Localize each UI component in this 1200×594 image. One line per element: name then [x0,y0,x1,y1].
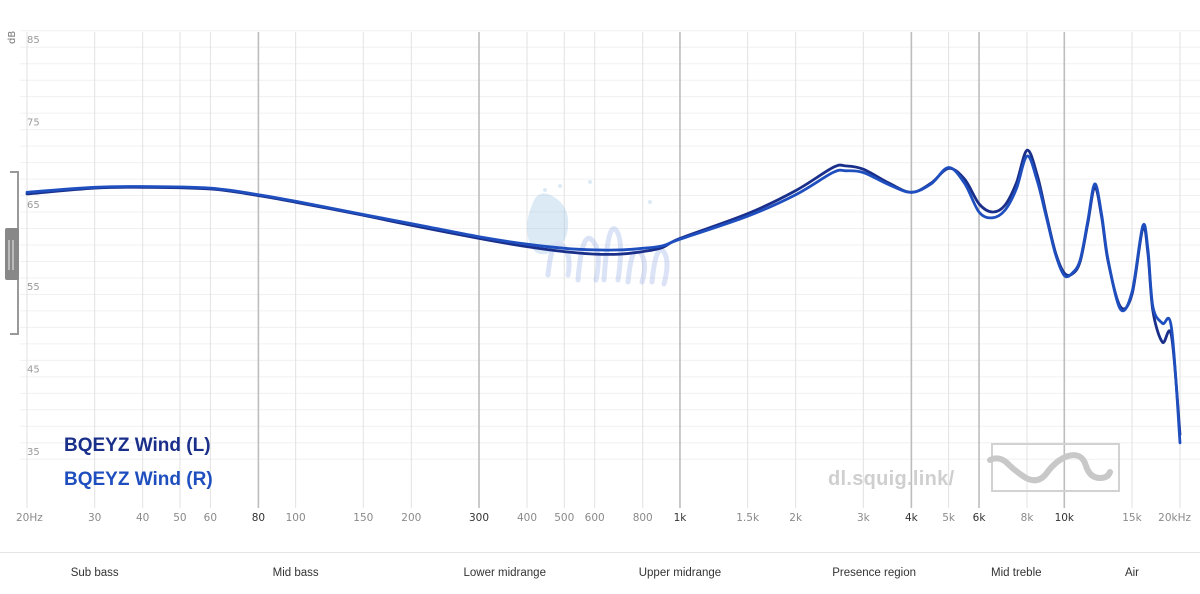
y-tick-label: 65 [27,200,40,211]
x-tick-label: 6k [973,512,987,524]
x-tick-label: 10k [1055,512,1075,524]
x-tick-label: 100 [286,512,306,524]
x-tick-label: 400 [517,512,537,524]
y-scale-handle[interactable] [5,171,19,335]
region-label: Mid bass [272,567,319,579]
background-logo [527,180,670,287]
y-tick-label: 55 [27,282,40,293]
x-tick-label: 3k [857,512,871,524]
squiglink-logo [987,443,1120,492]
y-tick-label: 85 [27,35,40,46]
x-tick-label: 150 [353,512,373,524]
x-tick-label: 80 [252,512,265,524]
legend-label-right: BQEYZ Wind (R) [64,469,213,490]
watermark-url: dl.squig.link/ [828,468,955,490]
region-label: Sub bass [70,567,119,579]
x-tick-label: 20Hz [16,512,43,524]
x-tick-label: 5k [942,512,956,524]
x-tick-label: 300 [469,512,489,524]
x-tick-label: 60 [204,512,217,524]
x-tick-label: 2k [789,512,803,524]
x-tick-label: 20kHz [1158,512,1191,524]
series-line-left[interactable] [25,148,1182,436]
legend-label-left: BQEYZ Wind (L) [64,435,211,456]
region-label: Air [1124,567,1139,579]
x-tick-label: 4k [905,512,919,524]
x-tick-label: 800 [633,512,653,524]
region-label: Upper midrange [638,567,722,579]
y-tick-label: 35 [27,447,40,458]
legend-item-left[interactable]: BQEYZ Wind (L) [64,435,211,457]
chart-svg: 85 75 65 55 45 35 dB 20Hz 30 40 50 60 80 100 150 200 300… [5,30,1200,524]
y-tick-label: 45 [27,365,40,376]
frequency-region-bar: Sub bass Mid bass Lower midrange Upper midr… [0,552,1200,594]
region-label: Presence region [832,567,916,579]
y-tick-label: 75 [27,117,40,128]
x-tick-label: 30 [88,512,101,524]
x-tick-label: 40 [136,512,149,524]
legend-item-right[interactable]: BQEYZ Wind (R) [64,469,213,491]
x-tick-label: 1.5k [736,512,760,524]
region-label: Lower midrange [463,567,546,579]
x-tick-label: 200 [401,512,421,524]
x-tick-label: 600 [585,512,605,524]
series-line-right[interactable] [25,154,1182,445]
x-tick-label: 1k [674,512,688,524]
y-axis-label: dB [7,31,18,44]
x-tick-label: 15k [1122,512,1142,524]
x-tick-label: 50 [173,512,186,524]
x-tick-label: 8k [1021,512,1035,524]
region-label: Mid treble [991,567,1042,579]
x-tick-label: 500 [554,512,574,524]
